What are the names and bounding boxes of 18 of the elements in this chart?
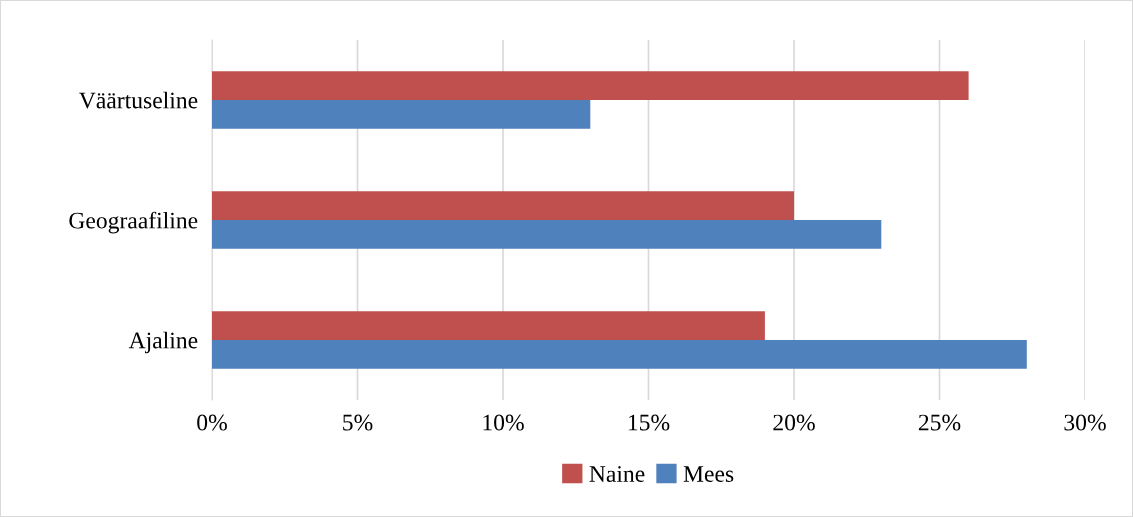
bar xyxy=(212,100,591,129)
y-tick-label: Ajaline xyxy=(128,331,198,354)
bar xyxy=(212,220,882,249)
x-tick-label: 20% xyxy=(773,414,815,431)
x-tick-label: 0% xyxy=(197,414,227,431)
x-tick-label: 10% xyxy=(483,414,524,431)
y-tick-label: Geograafiline xyxy=(69,211,198,234)
legend-label: Mees xyxy=(683,466,734,482)
x-tick-label: 25% xyxy=(918,414,961,431)
bar xyxy=(212,311,765,340)
x-tick-label: 15% xyxy=(628,414,670,431)
bar xyxy=(212,191,794,220)
y-tick-label: Väärtuseline xyxy=(79,91,198,109)
x-tick-label: 5% xyxy=(343,414,373,431)
legend-label: Naine xyxy=(589,466,645,482)
bar xyxy=(212,340,1027,369)
x-tick-label: 30% xyxy=(1064,414,1106,431)
bar xyxy=(212,71,969,100)
